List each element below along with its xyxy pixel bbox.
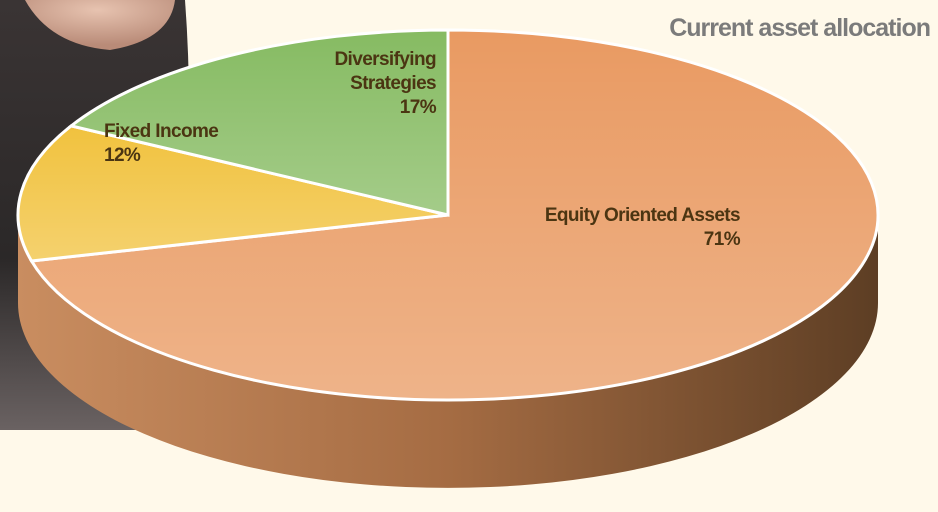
slice-name: Fixed Income [104, 121, 219, 142]
slice-value: 12% [104, 145, 141, 166]
photo-face [20, 0, 175, 50]
chart-title: Current asset allocation [669, 14, 931, 42]
pie-side [18, 215, 878, 488]
slice-shade [71, 30, 449, 215]
slice-shade [18, 125, 449, 262]
slice-label: Fixed Income 12% [104, 120, 304, 168]
slice-name: Diversifying Strategies [334, 49, 436, 94]
slice-shade [31, 30, 879, 400]
slice-value: 71% [703, 229, 741, 250]
slice-name: Equity Oriented Assets [544, 205, 741, 226]
pie [16, 28, 880, 488]
slice-value: 17% [399, 97, 437, 118]
slice-label: Diversifying Strategies 17% [300, 48, 436, 120]
slice-label: Equity Oriented Assets 71% [500, 204, 741, 252]
